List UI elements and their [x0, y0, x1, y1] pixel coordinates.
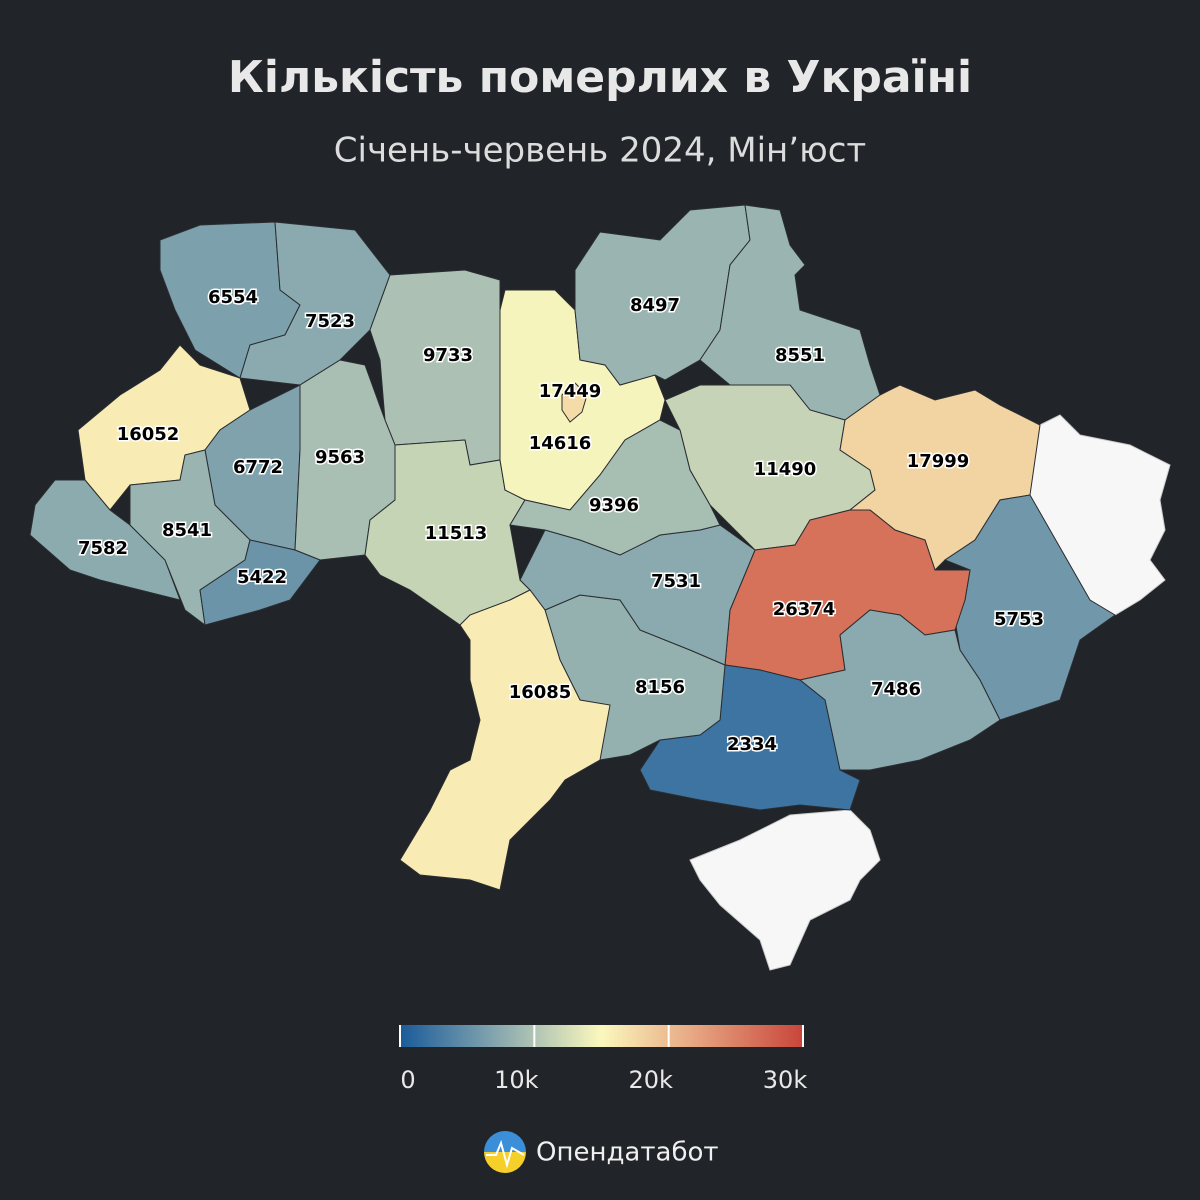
title: Кількість померлих в Україні — [228, 52, 972, 103]
colorbar-tick-label: 30k — [763, 1066, 808, 1094]
logo — [484, 1131, 526, 1173]
value-label: 2334 — [727, 734, 777, 755]
labels: 6554 7523 9733 17449 16052 6772 9563 7582 8541 54… — [76, 286, 1045, 757]
value-label: 14616 — [529, 433, 592, 454]
value-label: 8551 — [775, 345, 825, 366]
value-label: 6772 — [233, 457, 283, 478]
value-label: 5422 — [237, 567, 287, 588]
value-label: 7486 — [871, 679, 921, 700]
value-label: 11513 — [425, 523, 488, 544]
value-label: 6554 — [208, 287, 258, 308]
region — [29, 479, 181, 601]
region — [561, 382, 588, 423]
value-label: 7523 — [305, 311, 355, 332]
colorbar-ticks: 0 10k 20k 30k — [399, 1025, 808, 1094]
value-label: 16085 — [509, 682, 572, 703]
value-label: 7582 — [78, 538, 128, 559]
regions — [29, 204, 1171, 971]
value-label: 7531 — [651, 571, 701, 592]
value-label: 8156 — [635, 677, 685, 698]
value-label: 9563 — [315, 447, 365, 468]
no-data-region — [689, 809, 881, 971]
region — [509, 419, 721, 556]
value-label: 11490 — [754, 459, 817, 480]
value-label: 5753 — [994, 609, 1044, 630]
value-label: 17449 — [539, 381, 602, 402]
value-label: 16052 — [117, 424, 180, 445]
colorbar-tick-label: 10k — [494, 1066, 539, 1094]
value-label: 9396 — [589, 495, 639, 516]
value-label: 8541 — [162, 520, 212, 541]
value-label: 9733 — [423, 345, 473, 366]
colorbar-tick-label: 0 — [400, 1066, 415, 1094]
brand: Опендатабот — [536, 1138, 719, 1168]
region — [239, 221, 391, 386]
colorbar — [400, 1025, 803, 1047]
region — [199, 539, 321, 626]
value-label: 8497 — [630, 295, 680, 316]
value-label: 26374 — [773, 599, 836, 620]
logo-pulse — [486, 1139, 525, 1169]
colorbar-tick-label: 20k — [628, 1066, 673, 1094]
region — [399, 589, 611, 891]
subtitle: Січень-червень 2024, Мін’юст — [334, 131, 866, 171]
value-label: 17999 — [907, 451, 970, 472]
